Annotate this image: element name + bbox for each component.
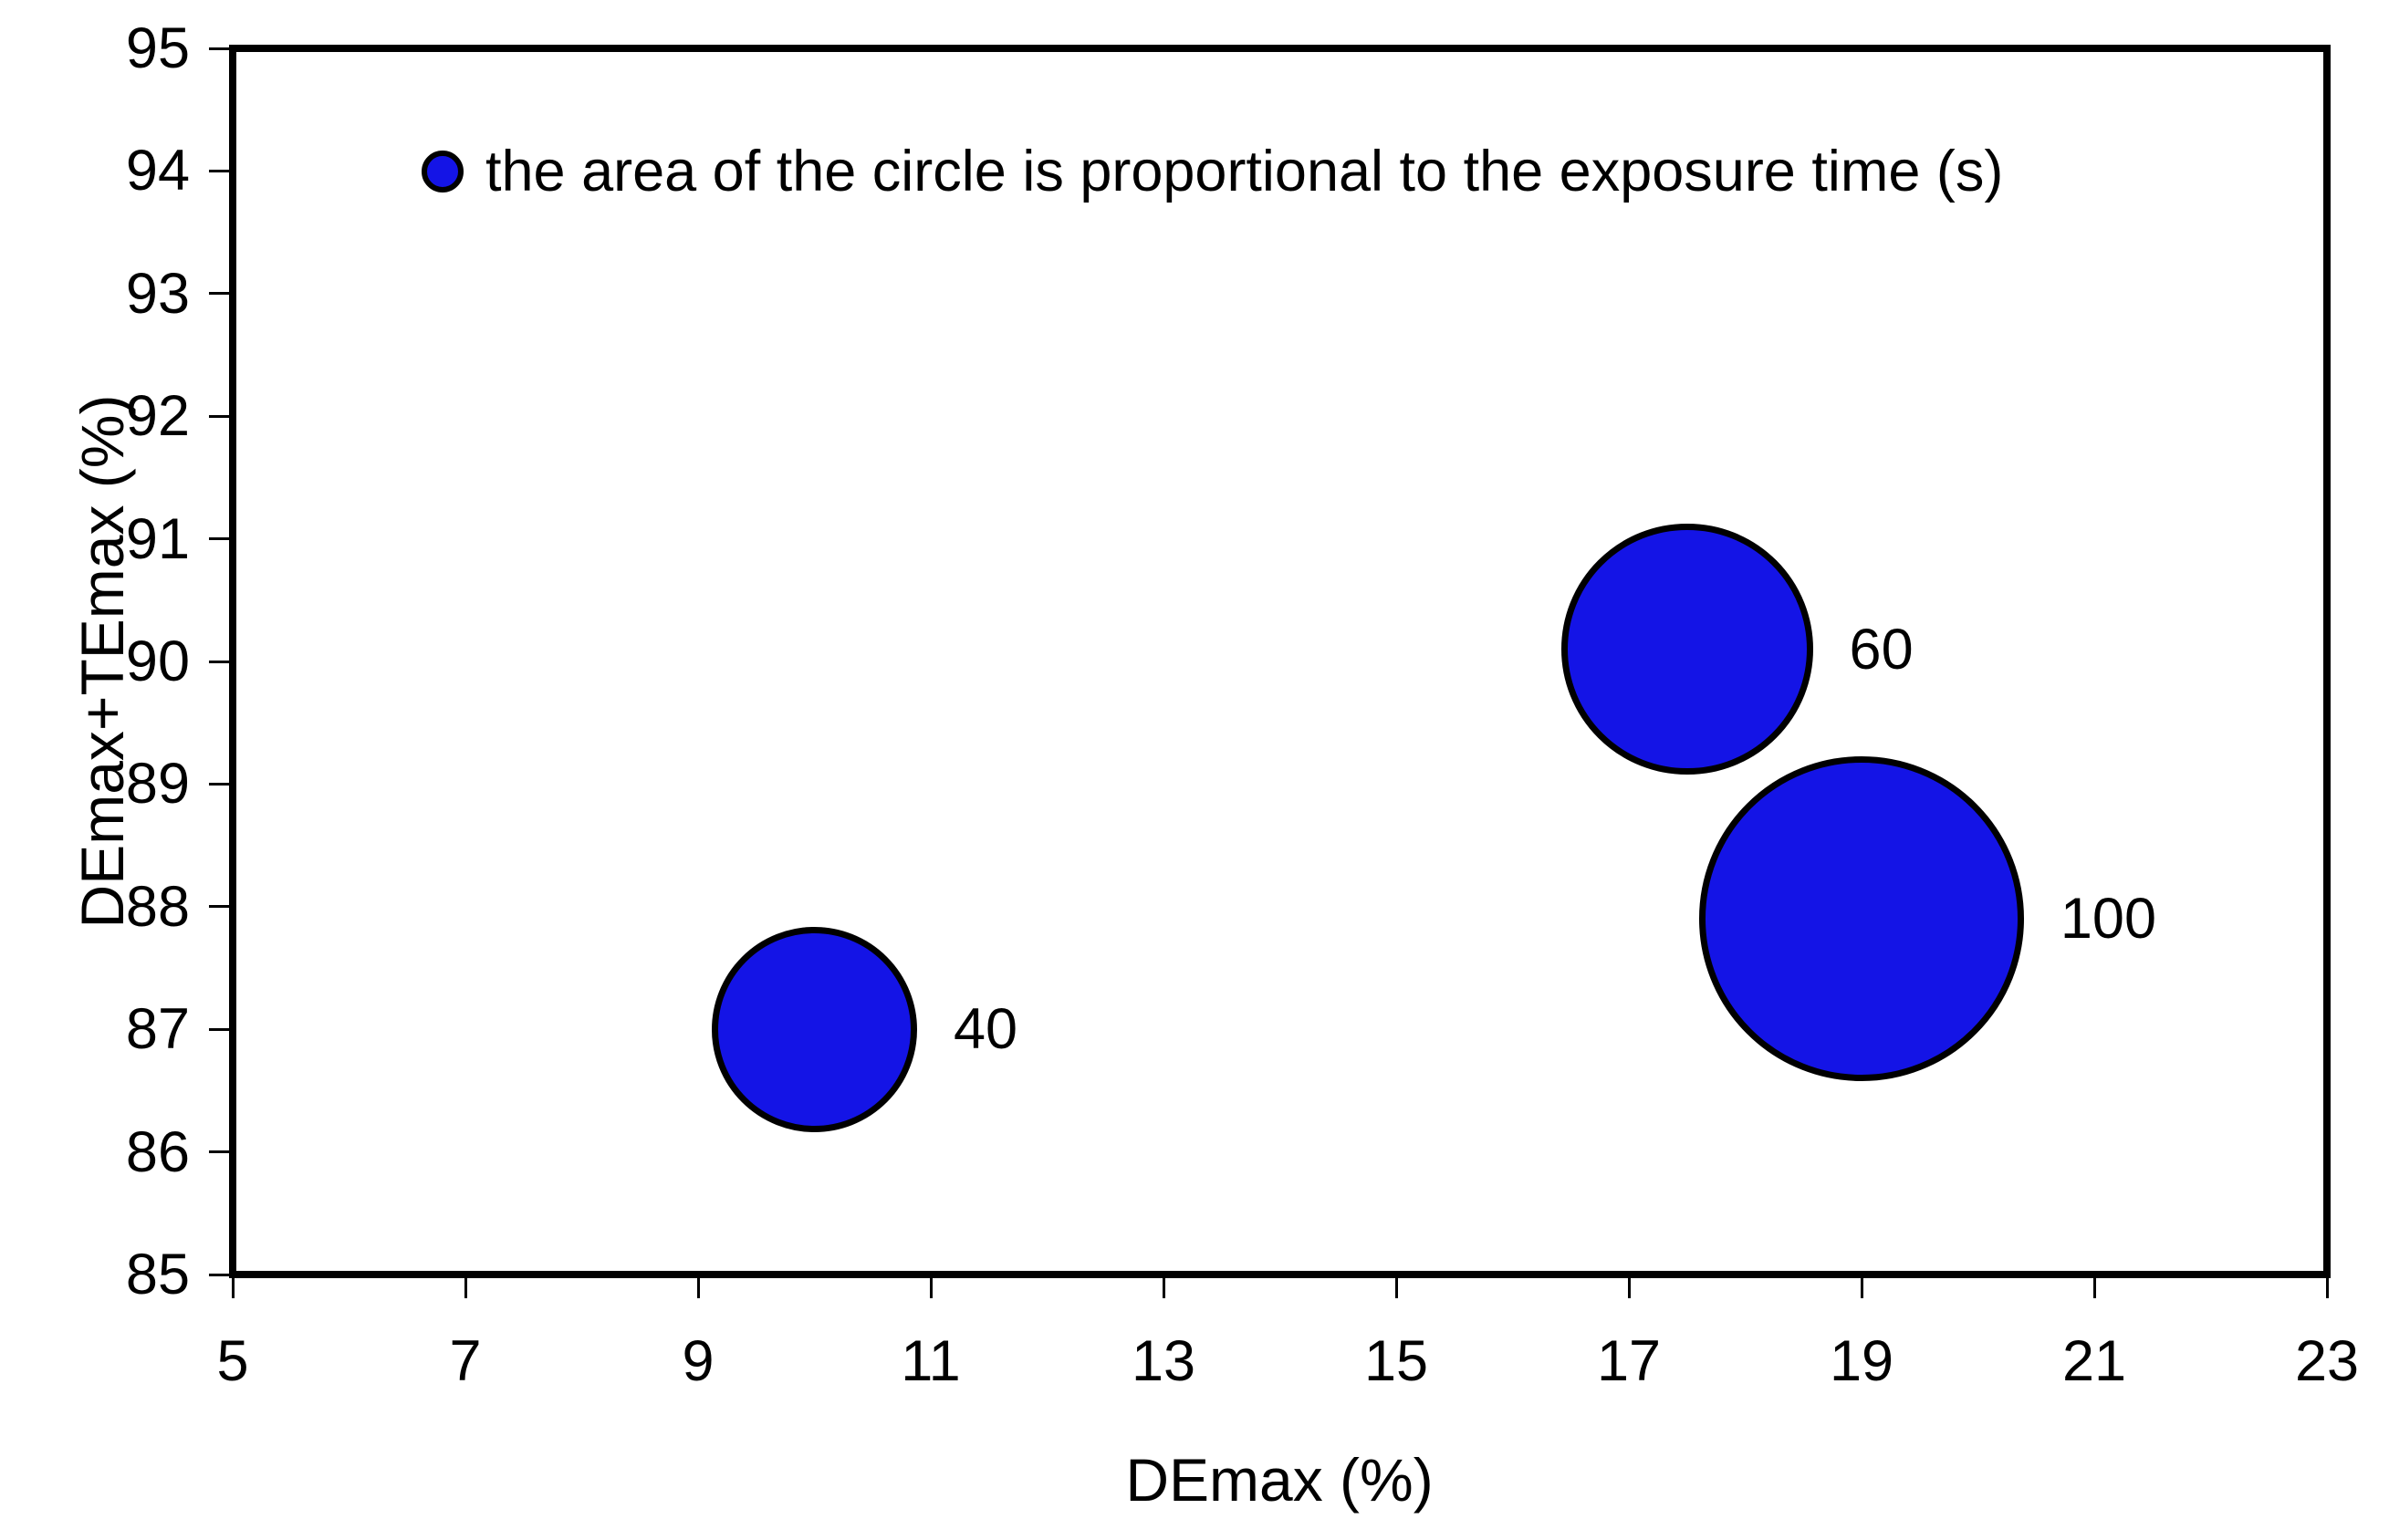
legend-bubble-icon: [422, 151, 464, 192]
y-tick-label: 90: [125, 630, 190, 693]
x-tick-label: 23: [2294, 1329, 2360, 1393]
y-tick-label: 89: [125, 752, 190, 817]
x-tick-label: 11: [901, 1329, 961, 1393]
y-tick-label: 94: [125, 139, 190, 203]
x-tick-label: 17: [1596, 1329, 1662, 1393]
y-tick-label: 92: [125, 384, 190, 449]
y-tick-mark: [209, 414, 229, 418]
y-tick-label: 91: [125, 506, 190, 571]
x-tick-label: 21: [2061, 1329, 2127, 1393]
x-tick-mark: [1162, 1278, 1165, 1298]
x-tick-mark: [696, 1278, 700, 1298]
x-tick-mark: [929, 1278, 933, 1298]
data-bubble-label: 100: [2060, 887, 2156, 952]
y-tick-label: 93: [125, 261, 190, 326]
y-tick-mark: [209, 660, 229, 663]
data-bubble: [1560, 523, 1813, 775]
x-tick-mark: [2325, 1278, 2329, 1298]
x-tick-mark: [231, 1278, 235, 1298]
y-tick-mark: [209, 1150, 229, 1154]
y-tick-mark: [209, 292, 229, 296]
data-bubble: [1699, 756, 2024, 1082]
plot-area-frame: [229, 45, 2331, 1278]
y-tick-mark: [209, 1273, 229, 1276]
x-tick-mark: [1627, 1278, 1631, 1298]
x-tick-label: 9: [682, 1329, 715, 1393]
legend-note: the area of the circle is proportional t…: [485, 140, 2004, 203]
x-axis-title: DEmax (%): [1125, 1446, 1434, 1514]
y-tick-label: 88: [125, 874, 190, 939]
y-tick-mark: [209, 537, 229, 541]
y-tick-label: 95: [125, 16, 190, 80]
y-tick-mark: [209, 905, 229, 909]
y-tick-label: 85: [125, 1243, 190, 1306]
x-tick-label: 5: [216, 1329, 249, 1393]
legend: the area of the circle is proportional t…: [422, 135, 2003, 208]
y-tick-label: 87: [125, 997, 190, 1062]
x-tick-mark: [1394, 1278, 1398, 1298]
x-tick-mark: [464, 1278, 467, 1298]
y-tick-mark: [209, 169, 229, 172]
x-tick-mark: [2092, 1278, 2096, 1298]
y-tick-label: 86: [125, 1119, 190, 1184]
x-tick-label: 7: [449, 1329, 482, 1393]
x-tick-mark: [1860, 1278, 1863, 1298]
y-tick-mark: [209, 1027, 229, 1031]
data-bubble-label: 40: [954, 997, 1018, 1062]
data-bubble: [712, 926, 917, 1132]
x-tick-label: 15: [1363, 1329, 1429, 1393]
y-tick-mark: [209, 47, 229, 50]
x-tick-label: 19: [1829, 1329, 1894, 1393]
data-bubble-label: 60: [1849, 617, 1914, 682]
x-tick-label: 13: [1131, 1329, 1196, 1393]
y-tick-mark: [209, 782, 229, 786]
